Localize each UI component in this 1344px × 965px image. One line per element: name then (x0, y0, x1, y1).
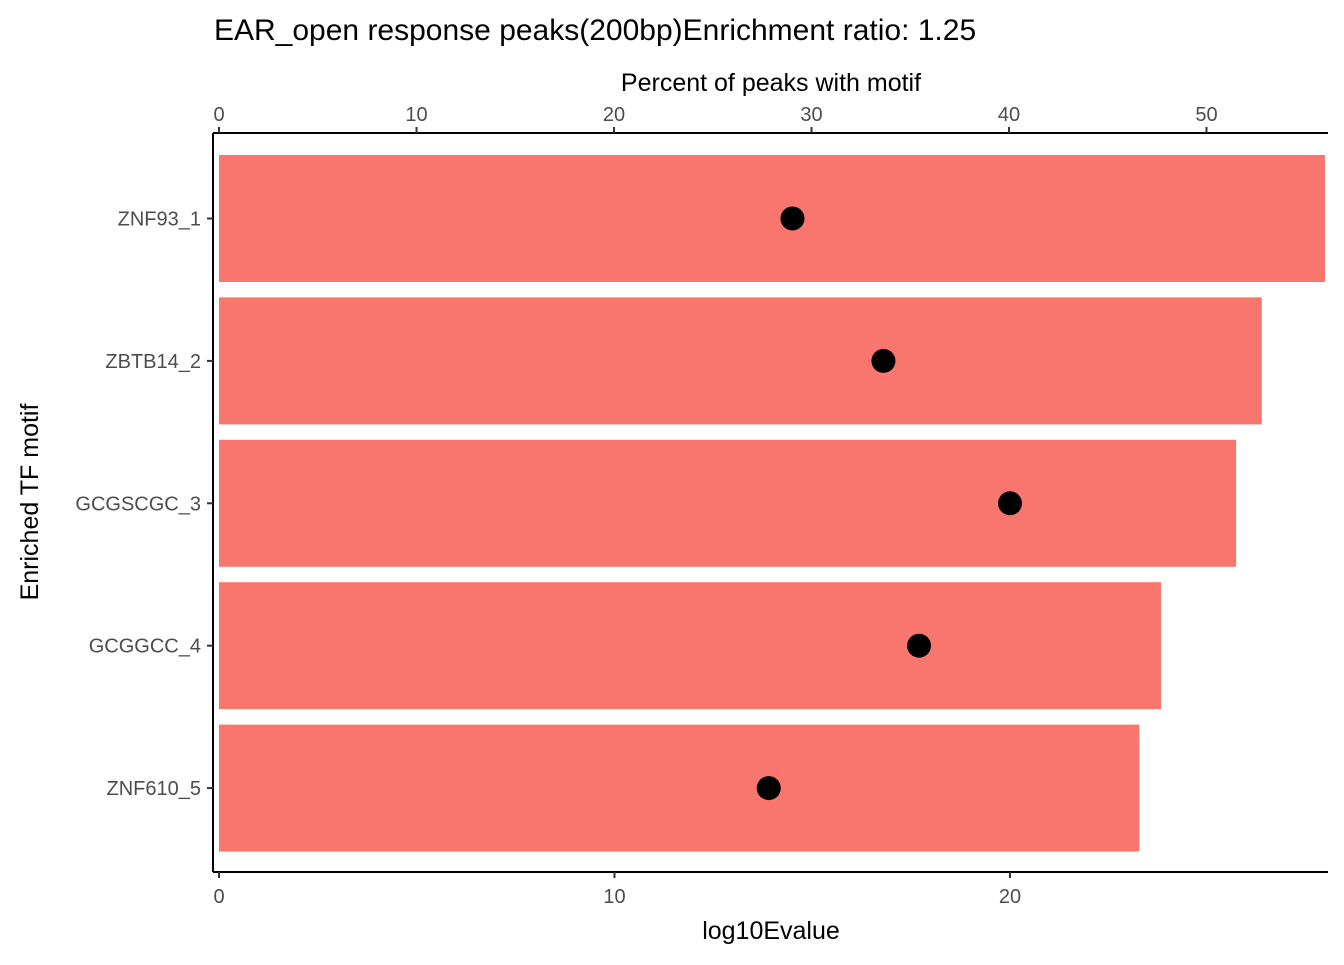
top-tick-label: 40 (998, 104, 1020, 126)
bar (219, 582, 1162, 710)
y-axis-title: Enriched TF motif (16, 404, 44, 601)
point (780, 206, 805, 231)
plot-area: 0 10 20 30 40 50 0 10 20 ZNF93_1 ZBTB14_2 GCGSCGC_3… (75, 104, 1328, 908)
bar (219, 155, 1325, 282)
category-label: ZBTB14_2 (105, 351, 201, 373)
category-label: ZNF93_1 (118, 209, 201, 231)
top-tick-label: 10 (405, 104, 427, 126)
bar (219, 724, 1140, 852)
point (871, 348, 896, 373)
top-tick-label: 50 (1195, 104, 1217, 126)
bar (219, 297, 1262, 425)
category-label: GCGGCC_4 (89, 636, 201, 658)
bottom-axis-title: log10Evalue (702, 917, 840, 945)
top-tick-label: 30 (800, 104, 822, 126)
bar (219, 439, 1237, 567)
point (756, 776, 781, 801)
bottom-tick-label: 0 (213, 886, 224, 908)
category-label: ZNF610_5 (107, 778, 202, 800)
bottom-tick-label: 20 (999, 886, 1021, 908)
top-axis-title: Percent of peaks with motif (621, 69, 921, 97)
category-label: GCGSCGC_3 (75, 493, 201, 515)
point (998, 491, 1022, 516)
top-tick-label: 0 (213, 104, 224, 126)
chart-title: EAR_open response peaks(200bp)Enrichment… (214, 14, 976, 47)
point (907, 633, 932, 658)
bottom-tick-label: 10 (603, 886, 625, 908)
top-tick-label: 20 (603, 104, 625, 126)
